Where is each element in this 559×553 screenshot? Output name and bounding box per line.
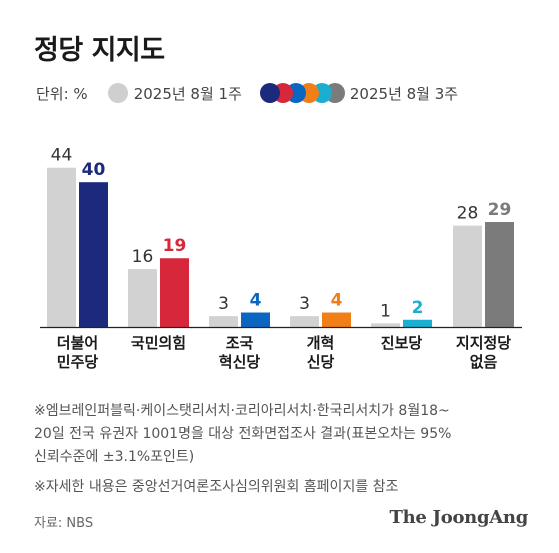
source-label: 자료: NBS xyxy=(34,516,94,531)
bar-prev xyxy=(128,269,157,327)
chart-title: 정당 지지도 xyxy=(34,35,165,66)
value-label-curr: 29 xyxy=(488,200,512,220)
bar-curr xyxy=(403,319,432,327)
bar-curr xyxy=(160,258,189,327)
legend: 단위: % 2025년 8월 1주 2025년 8월 3주 xyxy=(36,80,458,106)
category-label: 진보당 xyxy=(380,334,423,352)
bar-curr xyxy=(485,222,514,327)
value-label-prev: 3 xyxy=(218,294,229,314)
legend-prev-label: 2025년 8월 1주 xyxy=(133,84,242,103)
value-label-prev: 44 xyxy=(51,146,73,166)
bar-prev xyxy=(209,316,238,327)
reference-note: ※자세한 내용은 중앙선거여론조사심의위원회 홈페이지를 참조 xyxy=(34,479,399,495)
category-label: 국민의힘 xyxy=(130,334,187,352)
value-label-curr: 4 xyxy=(331,291,343,311)
bar-prev xyxy=(453,225,482,327)
value-label-curr: 19 xyxy=(163,236,187,256)
bar-prev xyxy=(47,167,76,327)
category-label: 더불어 민주당 xyxy=(56,334,99,371)
bar-prev xyxy=(290,316,319,327)
value-label-curr: 4 xyxy=(250,291,262,311)
brand-logo: The JoongAng xyxy=(389,507,529,528)
legend-curr-swatches xyxy=(259,83,345,103)
category-label: 조국 혁신당 xyxy=(218,334,261,371)
category-label: 지지정당 없음 xyxy=(455,334,512,371)
value-label-prev: 1 xyxy=(380,301,391,321)
unit-label: 단위: % xyxy=(36,84,88,103)
value-label-prev: 16 xyxy=(132,247,154,267)
bar-curr xyxy=(79,182,108,327)
legend-prev-swatch xyxy=(107,83,128,103)
category-label: 개혁 신당 xyxy=(306,334,335,371)
bar-prev xyxy=(371,323,400,327)
bar-chart: 44 40 16 19 3 4 3 4 1 2 28 29 xyxy=(40,146,522,329)
legend-curr-label: 2025년 8월 3주 xyxy=(349,84,459,103)
survey-note: ※엠브레인퍼블릭·케이스탯리서치·코리아리서치·한국리서치가 8월18~ 20일… xyxy=(34,403,452,465)
value-label-curr: 2 xyxy=(412,298,424,318)
value-label-prev: 28 xyxy=(457,204,479,224)
value-label-curr: 40 xyxy=(82,160,106,180)
bar-curr xyxy=(241,312,270,327)
legend-curr-dot xyxy=(259,83,280,103)
value-label-prev: 3 xyxy=(299,294,310,314)
bar-curr xyxy=(322,312,351,327)
